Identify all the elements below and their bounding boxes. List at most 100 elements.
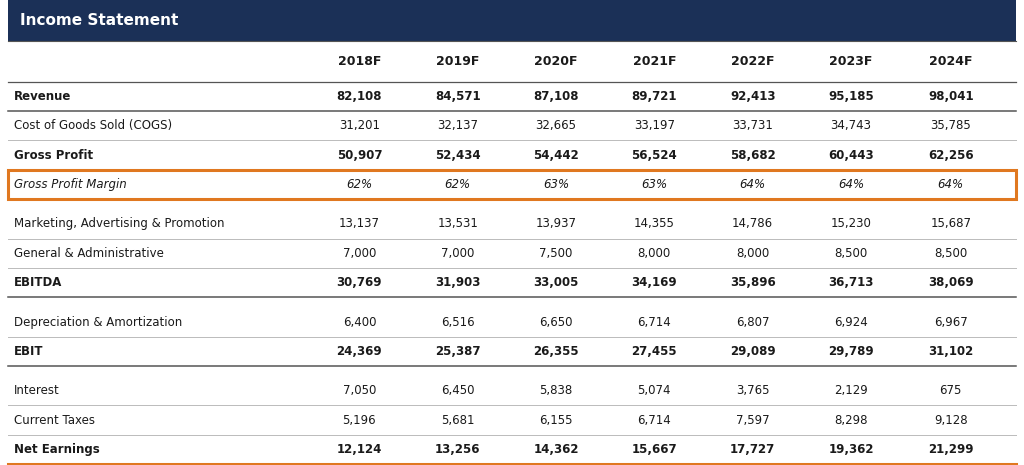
Text: 21,299: 21,299 <box>928 443 974 456</box>
Text: 89,721: 89,721 <box>632 90 677 103</box>
Text: 30,769: 30,769 <box>337 276 382 289</box>
Text: 64%: 64% <box>739 178 766 191</box>
Text: 13,137: 13,137 <box>339 218 380 230</box>
Text: 15,230: 15,230 <box>830 218 871 230</box>
Text: 82,108: 82,108 <box>337 90 382 103</box>
Text: 2024F: 2024F <box>929 55 973 68</box>
Text: EBIT: EBIT <box>14 345 44 358</box>
Text: Depreciation & Amortization: Depreciation & Amortization <box>14 316 182 328</box>
Text: 25,387: 25,387 <box>435 345 480 358</box>
Text: 60,443: 60,443 <box>828 149 873 161</box>
Text: 31,102: 31,102 <box>928 345 974 358</box>
Text: 8,500: 8,500 <box>934 247 968 259</box>
Text: 38,069: 38,069 <box>928 276 974 289</box>
Text: 8,298: 8,298 <box>835 414 867 426</box>
Text: 84,571: 84,571 <box>435 90 480 103</box>
Text: 8,000: 8,000 <box>638 247 671 259</box>
Text: 2,129: 2,129 <box>835 385 867 397</box>
Text: 7,000: 7,000 <box>441 247 474 259</box>
Text: 35,785: 35,785 <box>931 120 971 132</box>
Text: 50,907: 50,907 <box>337 149 382 161</box>
Text: 63%: 63% <box>543 178 569 191</box>
Text: 56,524: 56,524 <box>632 149 677 161</box>
Text: 5,681: 5,681 <box>441 414 474 426</box>
Text: 14,362: 14,362 <box>534 443 579 456</box>
Text: 5,196: 5,196 <box>343 414 376 426</box>
Text: 63%: 63% <box>641 178 668 191</box>
Text: 14,355: 14,355 <box>634 218 675 230</box>
Text: 19,362: 19,362 <box>828 443 873 456</box>
Text: 31,201: 31,201 <box>339 120 380 132</box>
Text: 3,765: 3,765 <box>736 385 769 397</box>
Text: 98,041: 98,041 <box>928 90 974 103</box>
Text: 15,667: 15,667 <box>632 443 677 456</box>
Text: EBITDA: EBITDA <box>14 276 62 289</box>
Text: 35,896: 35,896 <box>730 276 775 289</box>
Text: 62%: 62% <box>346 178 373 191</box>
Text: 34,743: 34,743 <box>830 120 871 132</box>
Text: 5,838: 5,838 <box>540 385 572 397</box>
Text: 8,000: 8,000 <box>736 247 769 259</box>
Text: 29,789: 29,789 <box>828 345 873 358</box>
Text: 6,807: 6,807 <box>736 316 769 328</box>
Text: Net Earnings: Net Earnings <box>14 443 100 456</box>
Text: 29,089: 29,089 <box>730 345 775 358</box>
Text: 87,108: 87,108 <box>534 90 579 103</box>
Text: 33,197: 33,197 <box>634 120 675 132</box>
Text: 6,516: 6,516 <box>441 316 474 328</box>
Text: 33,005: 33,005 <box>534 276 579 289</box>
Text: 52,434: 52,434 <box>435 149 480 161</box>
Text: 24,369: 24,369 <box>337 345 382 358</box>
Text: 7,050: 7,050 <box>343 385 376 397</box>
Text: 2021F: 2021F <box>633 55 676 68</box>
Text: 2018F: 2018F <box>338 55 381 68</box>
Text: 95,185: 95,185 <box>828 90 873 103</box>
Text: 13,937: 13,937 <box>536 218 577 230</box>
Text: 62%: 62% <box>444 178 471 191</box>
Text: 15,687: 15,687 <box>930 218 972 230</box>
Text: General & Administrative: General & Administrative <box>14 247 164 259</box>
Text: 32,665: 32,665 <box>536 120 577 132</box>
Text: 13,256: 13,256 <box>435 443 480 456</box>
Text: 7,500: 7,500 <box>540 247 572 259</box>
Text: 6,400: 6,400 <box>343 316 376 328</box>
Text: Current Taxes: Current Taxes <box>14 414 95 426</box>
Text: Revenue: Revenue <box>14 90 72 103</box>
Text: 6,650: 6,650 <box>540 316 572 328</box>
Text: 54,442: 54,442 <box>534 149 579 161</box>
Text: 6,967: 6,967 <box>934 316 968 328</box>
Text: 5,074: 5,074 <box>638 385 671 397</box>
Text: 12,124: 12,124 <box>337 443 382 456</box>
Text: Income Statement: Income Statement <box>20 13 179 28</box>
Text: 17,727: 17,727 <box>730 443 775 456</box>
Text: 62,256: 62,256 <box>928 149 974 161</box>
Text: 675: 675 <box>940 385 962 397</box>
Text: 6,924: 6,924 <box>835 316 867 328</box>
Text: 64%: 64% <box>838 178 864 191</box>
Text: 6,155: 6,155 <box>540 414 572 426</box>
Text: 36,713: 36,713 <box>828 276 873 289</box>
Text: 7,597: 7,597 <box>736 414 769 426</box>
Text: 2019F: 2019F <box>436 55 479 68</box>
Text: 32,137: 32,137 <box>437 120 478 132</box>
Text: Marketing, Advertising & Promotion: Marketing, Advertising & Promotion <box>14 218 225 230</box>
Text: 2022F: 2022F <box>731 55 774 68</box>
Text: 6,450: 6,450 <box>441 385 474 397</box>
Text: Gross Profit: Gross Profit <box>14 149 93 161</box>
Text: 7,000: 7,000 <box>343 247 376 259</box>
Text: 9,128: 9,128 <box>934 414 968 426</box>
Text: 14,786: 14,786 <box>732 218 773 230</box>
Text: 33,731: 33,731 <box>732 120 773 132</box>
Text: 34,169: 34,169 <box>632 276 677 289</box>
Text: 64%: 64% <box>938 178 964 191</box>
Text: 6,714: 6,714 <box>638 316 671 328</box>
Text: Interest: Interest <box>14 385 60 397</box>
Text: 92,413: 92,413 <box>730 90 775 103</box>
Text: 58,682: 58,682 <box>730 149 775 161</box>
Text: 31,903: 31,903 <box>435 276 480 289</box>
Text: Cost of Goods Sold (COGS): Cost of Goods Sold (COGS) <box>14 120 172 132</box>
Text: 6,714: 6,714 <box>638 414 671 426</box>
Text: 8,500: 8,500 <box>835 247 867 259</box>
Text: 2020F: 2020F <box>535 55 578 68</box>
Text: 2023F: 2023F <box>829 55 872 68</box>
